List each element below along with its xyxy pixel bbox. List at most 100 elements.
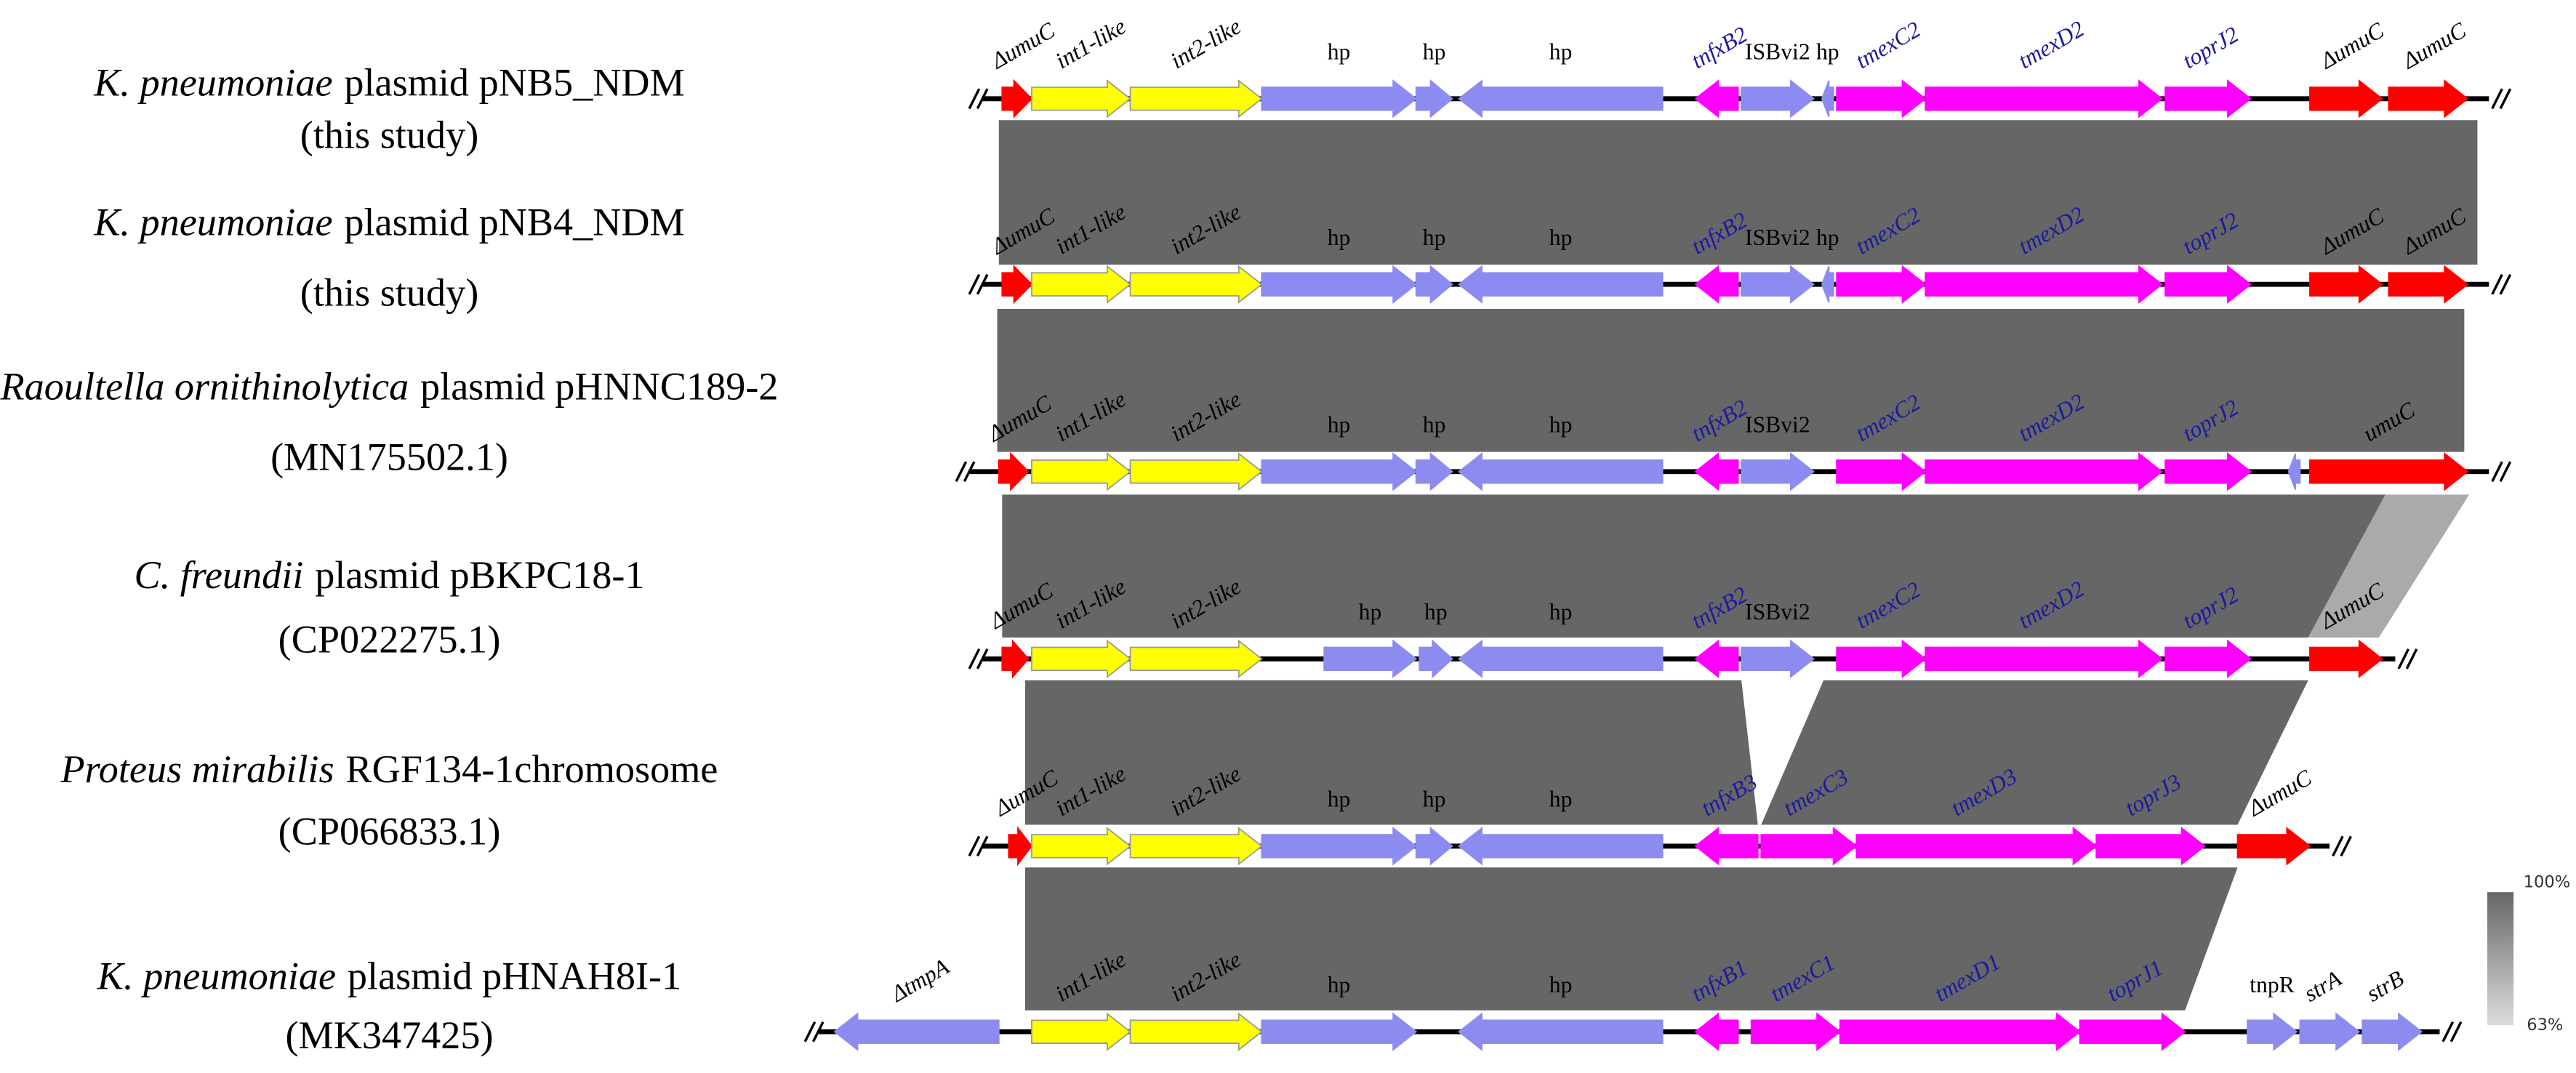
track-name: K. pneumoniae plasmid pNB5_NDM <box>93 60 685 104</box>
gene-arrow <box>1031 265 1132 304</box>
gene-arrow <box>2299 1012 2361 1051</box>
break-mark <box>2332 835 2344 857</box>
break-mark <box>2499 88 2512 110</box>
gene-arrow <box>1821 80 1834 118</box>
track-name: Proteus mirabilis RGF134-1chromosome <box>60 747 718 791</box>
gene-arrow <box>1741 265 1815 304</box>
gene-arrow <box>1129 827 1263 866</box>
description: plasmid pBKPC18-1 <box>315 553 644 597</box>
gene-arrow <box>1836 265 1927 304</box>
identity-block <box>1024 867 2238 1010</box>
gene-arrow <box>2388 265 2469 304</box>
gene-arrow <box>2309 452 2469 491</box>
gene-arrow <box>1415 827 1453 866</box>
track-note: (this study) <box>300 113 479 157</box>
gene-label: int1-like <box>1051 13 1131 73</box>
gene-label: hp <box>1423 39 1446 65</box>
break-mark <box>968 648 981 670</box>
legend-max: 100% <box>2524 872 2571 891</box>
gene-label: hp <box>1816 225 1839 250</box>
gene-arrow <box>1925 265 2164 304</box>
gene-label: hp <box>1424 599 1448 624</box>
track-name: K. pneumoniae plasmid pHNAH8I-1 <box>97 955 681 998</box>
gene-arrow <box>1129 639 1263 679</box>
gene-arrow <box>1694 1012 1739 1051</box>
gene-arrow <box>1741 452 1815 491</box>
gene-arrow <box>1031 639 1132 679</box>
gene-label: hp <box>1816 39 1839 65</box>
identity-block <box>1002 494 2386 638</box>
species: Raoultella ornithinolytica <box>0 364 409 408</box>
gene-arrow <box>1694 639 1739 679</box>
species: Proteus mirabilis <box>60 747 334 791</box>
break-mark <box>2405 648 2418 670</box>
gene-arrow <box>1694 452 1739 491</box>
gene-label: hp <box>1328 787 1351 812</box>
gene-label: hp <box>1423 225 1446 250</box>
gene-arrow <box>998 451 1030 491</box>
gene-arrow <box>1836 452 1927 491</box>
species: K. pneumoniae <box>97 955 336 998</box>
gene-arrow <box>1694 827 1759 866</box>
gene-arrow <box>1031 1012 1132 1051</box>
gene-label: int2-like <box>1166 13 1245 73</box>
gene-arrow <box>1031 79 1132 118</box>
gene-arrow <box>1458 1012 1664 1051</box>
gene-arrow <box>2287 453 2301 490</box>
gene-label: toprJ2 <box>2178 22 2243 74</box>
gene-arrow <box>2164 265 2252 304</box>
gene-arrow <box>1323 639 1418 679</box>
gene-arrow <box>1419 639 1453 679</box>
gene-arrow <box>2164 79 2252 118</box>
gene-arrow <box>1129 79 1263 118</box>
description: RGF134-1chromosome <box>345 747 718 791</box>
gene-label: strB <box>2362 965 2408 1007</box>
gene-arrow <box>1001 265 1033 305</box>
identity-block <box>2308 494 2470 638</box>
gene-label: tmexD2 <box>2014 16 2089 74</box>
gene-arrow <box>1836 639 1927 679</box>
gene-arrow <box>1415 79 1453 118</box>
gene-arrow <box>1694 79 1739 118</box>
gene-label: ISBvi2 <box>1745 599 1810 624</box>
gene-arrow <box>2309 265 2383 304</box>
identity-blocks <box>997 120 2478 1010</box>
gene-label: ISBvi2 <box>1745 225 1810 250</box>
gene-arrow <box>2247 1012 2298 1051</box>
gene-arrow <box>2362 1012 2423 1051</box>
gene-arrow <box>1001 79 1033 118</box>
gene-label: ΔumuC <box>2315 17 2389 74</box>
gene-arrow <box>1261 1012 1418 1051</box>
gene-arrow <box>1741 639 1815 679</box>
identity-block <box>1761 680 2308 825</box>
gene-arrow <box>1261 452 1418 491</box>
gene-arrow <box>2164 452 2252 491</box>
break-mark <box>2499 273 2512 295</box>
break-mark <box>2491 273 2503 295</box>
gene-arrow <box>833 1012 1000 1051</box>
gene-arrow <box>2079 1012 2186 1051</box>
gene-label: tnfxB2 <box>1687 22 1752 74</box>
gene-label: hp <box>1328 225 1351 250</box>
gene-label: tnpR <box>2250 972 2295 997</box>
break-mark <box>811 1021 824 1042</box>
break-mark <box>2340 835 2352 857</box>
break-mark <box>955 461 968 483</box>
gene-arrow <box>1458 79 1664 118</box>
gene-label: strA <box>2300 965 2346 1007</box>
identity-block <box>997 309 2465 452</box>
break-mark <box>976 88 989 110</box>
gene-arrow <box>1261 827 1418 866</box>
break-mark <box>2441 1021 2455 1042</box>
gene-label: hp <box>1549 225 1573 250</box>
gene-label: hp <box>1549 412 1573 438</box>
gene-arrow <box>2164 639 2252 679</box>
gene-label: hp <box>1359 599 1382 624</box>
gene-arrow <box>1415 265 1453 304</box>
gene-arrow <box>2236 827 2311 866</box>
track-name: K. pneumoniae plasmid pNB4_NDM <box>93 200 685 244</box>
legend-min: 63% <box>2527 1016 2563 1034</box>
track-name: Raoultella ornithinolytica plasmid pHNNC1… <box>0 364 779 408</box>
gene-arrow <box>1458 452 1664 491</box>
gene-arrow <box>2309 79 2383 118</box>
